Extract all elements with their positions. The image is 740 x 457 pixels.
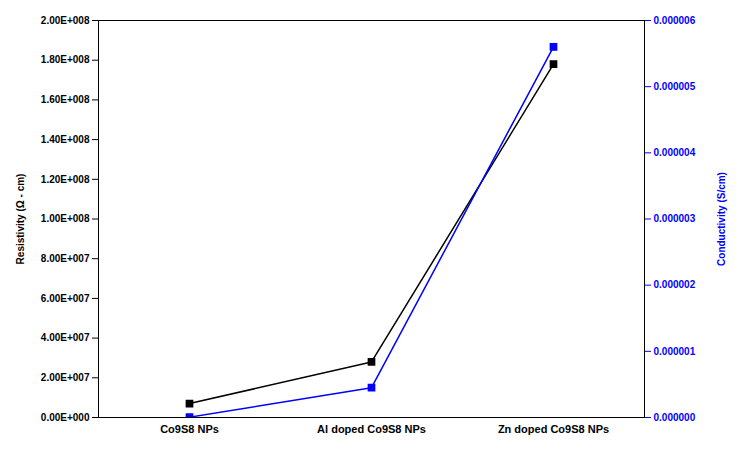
svg-text:1.40E+008: 1.40E+008 bbox=[41, 134, 90, 145]
svg-text:Al doped Co9S8 NPs: Al doped Co9S8 NPs bbox=[317, 423, 426, 435]
svg-text:0.00E+000: 0.00E+000 bbox=[41, 412, 90, 423]
svg-text:2.00E+007: 2.00E+007 bbox=[41, 372, 90, 383]
svg-text:2.00E+008: 2.00E+008 bbox=[41, 15, 90, 26]
svg-text:1.20E+008: 1.20E+008 bbox=[41, 174, 90, 185]
svg-text:1.80E+008: 1.80E+008 bbox=[41, 54, 90, 65]
svg-text:8.00E+007: 8.00E+007 bbox=[41, 253, 90, 264]
svg-text:Zn doped Co9S8 NPs: Zn doped Co9S8 NPs bbox=[498, 423, 609, 435]
svg-text:Co9S8 NPs: Co9S8 NPs bbox=[160, 423, 219, 435]
svg-text:0.000006: 0.000006 bbox=[654, 15, 696, 26]
svg-text:0.000000: 0.000000 bbox=[654, 412, 696, 423]
svg-text:4.00E+007: 4.00E+007 bbox=[41, 332, 90, 343]
svg-text:1.00E+008: 1.00E+008 bbox=[41, 213, 90, 224]
svg-text:Conductivity (S/cm): Conductivity (S/cm) bbox=[716, 172, 727, 266]
svg-text:0.000003: 0.000003 bbox=[654, 213, 696, 224]
svg-text:1.60E+008: 1.60E+008 bbox=[41, 94, 90, 105]
svg-text:0.000001: 0.000001 bbox=[654, 346, 696, 357]
svg-text:6.00E+007: 6.00E+007 bbox=[41, 293, 90, 304]
svg-text:0.000005: 0.000005 bbox=[654, 81, 696, 92]
svg-text:Resistivity (Ω - cm): Resistivity (Ω - cm) bbox=[15, 174, 26, 265]
svg-text:0.000002: 0.000002 bbox=[654, 279, 696, 290]
svg-text:0.000004: 0.000004 bbox=[654, 147, 696, 158]
